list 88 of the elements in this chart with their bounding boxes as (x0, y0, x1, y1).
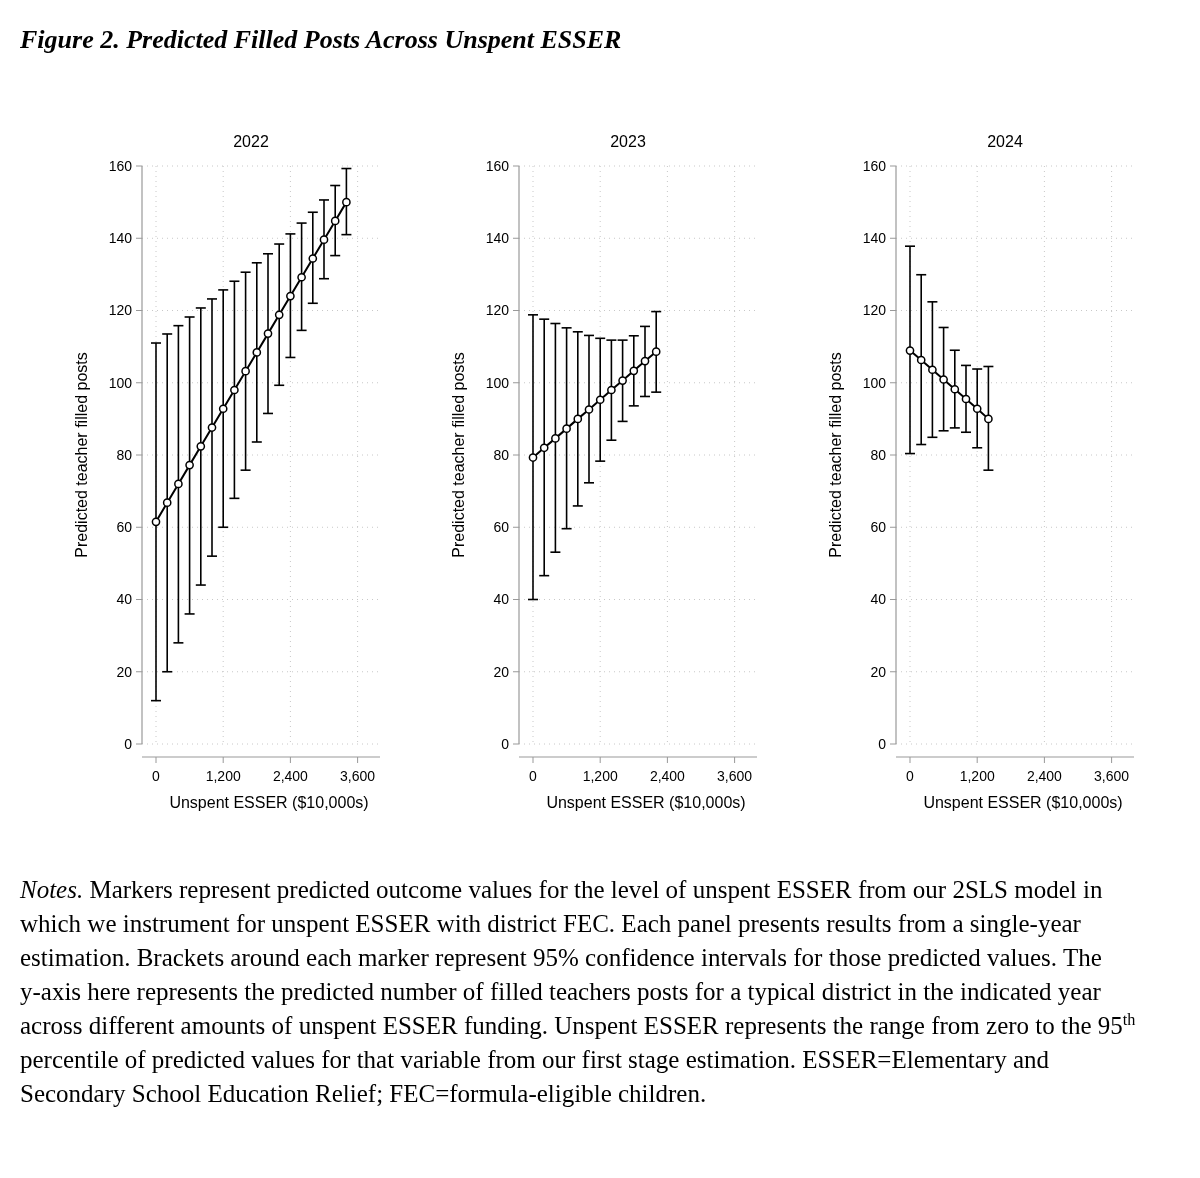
y-tick-label: 120 (485, 302, 510, 319)
point (939, 375, 948, 384)
y-tick-label: 100 (108, 374, 133, 391)
y-tick-label: 160 (108, 157, 133, 174)
point (595, 395, 605, 405)
x-tick-label: 1,200 (205, 768, 241, 784)
y-tick-label: 60 (493, 519, 510, 536)
point (274, 310, 284, 320)
caption: Figure 2. Predicted Filled Posts Across Unspent ESSER (19, 25, 622, 54)
x-tick-label: 3,600 (717, 768, 753, 784)
point (319, 235, 329, 245)
x-tick-label: 0 (152, 768, 161, 784)
chart-title: 2024 (987, 133, 1023, 150)
point (640, 356, 650, 366)
x-axis-title: Unspent ESSER ($10,000s) (923, 794, 1123, 811)
x-tick-label: 2,400 (272, 768, 309, 784)
y-tick-label: 40 (870, 591, 887, 608)
point (607, 385, 616, 395)
y-tick-label: 40 (116, 591, 133, 608)
point (218, 404, 228, 414)
point (185, 460, 194, 470)
y-tick-label: 20 (116, 663, 133, 680)
y-tick-label: 120 (862, 302, 887, 319)
x-tick-label: 3,600 (340, 768, 376, 784)
y-tick-label: 140 (485, 230, 510, 247)
point (230, 385, 239, 395)
y-tick-label: 0 (878, 735, 887, 752)
point (972, 404, 982, 414)
y-axis-title: Predicted teacher filled posts (827, 352, 844, 558)
y-tick-label: 140 (108, 230, 133, 247)
y-tick-label: 100 (485, 374, 510, 391)
point (950, 384, 960, 394)
y-tick-label: 60 (870, 519, 887, 536)
point (905, 346, 915, 355)
point (308, 254, 318, 263)
point (928, 365, 937, 375)
y-axis-title: Predicted teacher filled posts (450, 352, 467, 558)
y-tick-label: 0 (501, 735, 510, 752)
point (207, 423, 217, 432)
point (562, 424, 571, 433)
y-tick-label: 20 (870, 663, 887, 680)
point (584, 405, 594, 414)
x-tick-label: 0 (906, 768, 915, 784)
point (629, 366, 639, 376)
point (252, 348, 262, 357)
y-tick-label: 100 (862, 374, 887, 391)
point (651, 347, 661, 357)
y-tick-label: 160 (862, 157, 887, 174)
y-tick-label: 40 (493, 591, 510, 608)
point (196, 441, 206, 451)
x-tick-label: 1,200 (582, 768, 618, 784)
text: Notes. Markers represent predicted outcome values for the level of unspent ESSER from our 2SLS model in which we instrument for unspent ESSER with district FEC. Each panel presents results from a single-year estimation. Brackets around each marker represent 95% confidence intervals for those predicted values. The y-axis here represents the predicted number of filled teachers posts for a typical district in the indicated year across different amounts of unspent ESSER funding. Unspent ESSER represents the range from zero to the 95$^{th}$ percentile of predicted values for that variable from our first stage estimation. ESSER=Elementary and Secondary School Education Relief; FEC=formula-eligible children. (20, 876, 1136, 1107)
x-axis-title: Unspent ESSER ($10,000s) (169, 794, 369, 811)
point (162, 498, 172, 508)
chart-title: 2022 (233, 133, 269, 150)
x-tick-label: 2,400 (1026, 768, 1063, 784)
point (241, 366, 250, 376)
x-tick-label: 3,600 (1094, 768, 1130, 784)
y-tick-label: 140 (862, 230, 887, 247)
point (528, 453, 538, 462)
y-tick-label: 0 (124, 735, 133, 752)
y-tick-label: 80 (493, 446, 510, 463)
point (151, 517, 161, 527)
y-tick-label: 80 (116, 446, 133, 463)
y-tick-label: 120 (108, 302, 133, 319)
chart-title: 2023 (610, 133, 646, 150)
point (263, 329, 273, 338)
point (551, 434, 560, 443)
y-tick-label: 160 (485, 157, 510, 174)
x-axis-title: Unspent ESSER ($10,000s) (546, 794, 746, 811)
point (330, 216, 340, 226)
point (342, 197, 351, 207)
point (174, 479, 183, 489)
point (297, 272, 306, 282)
point (618, 376, 627, 385)
y-axis-title: Predicted teacher filled posts (73, 352, 90, 558)
point (961, 394, 971, 404)
point (573, 414, 583, 424)
point (539, 443, 549, 453)
point (916, 355, 926, 365)
x-tick-label: 2,400 (649, 768, 686, 784)
x-tick-label: 1,200 (959, 768, 995, 784)
point (984, 414, 993, 424)
y-tick-label: 20 (493, 663, 510, 680)
x-tick-label: 0 (529, 768, 538, 784)
y-tick-label: 80 (870, 446, 887, 463)
y-tick-label: 60 (116, 519, 133, 536)
point (286, 291, 295, 301)
